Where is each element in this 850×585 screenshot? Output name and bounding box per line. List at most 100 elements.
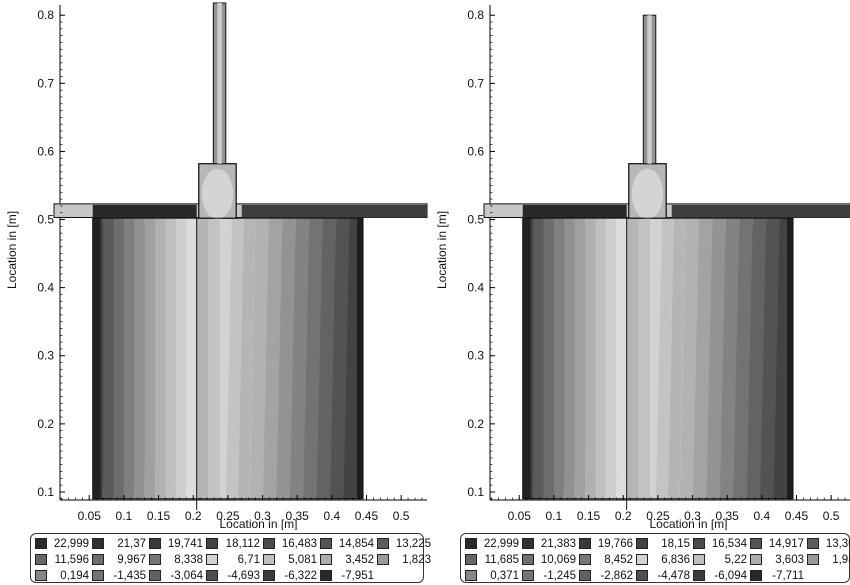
legend-entry: -7,951: [320, 568, 377, 583]
legend-value: -6,322: [284, 569, 317, 582]
field-band-left: [134, 218, 147, 499]
legend-right-grid: 22,999 21,383 19,766 18,15 16,534 14,917 13,30…: [465, 536, 850, 583]
legend-swatch: [579, 554, 591, 565]
field-band-right: [679, 218, 700, 499]
legend-swatch: [92, 554, 104, 565]
x-tick-label: 0.45: [355, 509, 379, 523]
legend-value: -4,478: [657, 569, 690, 582]
field-band-right: [289, 218, 310, 499]
field-band-left: [144, 218, 158, 499]
legend-entry: -3,064: [149, 568, 206, 583]
legend-swatch: [377, 538, 389, 549]
field-band-right: [746, 218, 767, 499]
legend-entry: 0,194: [35, 568, 92, 583]
legend-swatch: [636, 538, 648, 549]
x-tick-label: 0.1: [546, 509, 563, 523]
legend-entry: 16,534: [693, 536, 750, 551]
legend-entry: 3,452: [320, 552, 377, 567]
legend-entry: 16,483: [263, 536, 320, 551]
legend-value: 22,999: [53, 537, 89, 550]
chart-right: 0.1 0.2 0.3 0.4 0.5 0.6 0.7 0.8 0.05 0.1 0.15 0.2 0.…: [435, 5, 850, 530]
legend-swatch: [92, 538, 104, 549]
legend-entry: -1,435: [92, 568, 149, 583]
field-band-right: [303, 218, 323, 499]
field-band-left: [123, 218, 137, 499]
legend-value: 21,383: [540, 537, 576, 550]
y-tick-label: 0.7: [37, 76, 54, 90]
legend-value: -1,435: [113, 569, 146, 582]
y-tick-label: 0.6: [467, 144, 484, 158]
y-tick-label: 0.5: [467, 213, 484, 227]
legend-entry: 14,917: [750, 536, 807, 551]
field-band-left: [616, 218, 629, 499]
y-tick-label: 0.8: [467, 8, 484, 22]
x-tick-label: 0.4: [323, 509, 340, 523]
legend-entry: 18,15: [636, 536, 693, 551]
legend-value: -2,862: [600, 569, 633, 582]
legend-swatch: [320, 538, 332, 549]
right-wall: [357, 218, 364, 499]
legend-swatch: [693, 538, 705, 549]
x-axis-label: Location in [m]: [219, 517, 297, 530]
x-tick-label: 0.05: [508, 509, 532, 523]
legend-entry: 19,741: [149, 536, 206, 551]
legend-entry: 8,452: [579, 552, 636, 567]
field-band-center: [656, 218, 674, 499]
legend-value: -3,064: [170, 569, 203, 582]
legend-value: 16,483: [281, 537, 317, 550]
y-tick-label: 0.8: [37, 8, 54, 22]
top-plate-right: [241, 204, 427, 218]
legend-value: 5,081: [288, 553, 317, 566]
y-tick-label: 0.6: [37, 144, 54, 158]
legend-entry: 1,823: [377, 552, 434, 567]
field-band-left: [585, 218, 598, 499]
x-tick-label: 0.15: [577, 509, 601, 523]
legend-value: 14,917: [768, 537, 804, 550]
x-axis-label: Location in [m]: [649, 517, 727, 530]
field-band-right: [330, 218, 350, 499]
legend-entry: -1,245: [522, 568, 579, 583]
y-tick-label: 0.7: [467, 76, 484, 90]
legend-value: 13,301: [825, 537, 850, 550]
legend-swatch: [206, 570, 218, 581]
field-band-center: [237, 218, 256, 499]
top-plate-left: [92, 204, 197, 218]
x-tick-label: 0.3: [684, 509, 701, 523]
field-band-right: [263, 218, 283, 499]
legend-swatch: [579, 570, 591, 581]
legend-swatch: [522, 554, 534, 565]
legend-swatch: [377, 554, 389, 565]
chart-left: 0.1 0.2 0.3 0.4 0.5 0.6 0.7 0.8 0.05 0.1 0.15 0.2 0.…: [5, 2, 428, 530]
legend-value: 3,452: [345, 553, 374, 566]
x-tick-label: 0.5: [393, 509, 410, 523]
legend-swatch: [35, 570, 47, 581]
legend-swatch: [149, 538, 161, 549]
legend-value: 8,452: [604, 553, 633, 566]
legend-swatch: [465, 554, 477, 565]
legend-swatch: [522, 538, 534, 549]
legend-swatch: [579, 538, 591, 549]
legend-value: 1,823: [402, 553, 431, 566]
legend-entry: 9,967: [92, 552, 149, 567]
field-band-right: [276, 218, 296, 499]
legend-swatch: [263, 554, 275, 565]
legend-entry: -6,094: [693, 568, 750, 583]
legend-entry: -7,711: [750, 568, 807, 583]
legend-entry: -4,693: [206, 568, 263, 583]
legend-value: 19,766: [597, 537, 633, 550]
legend-entry: 22,999: [465, 536, 522, 551]
left-wall: [522, 218, 531, 499]
legend-swatch: [807, 554, 819, 565]
legend-swatch: [263, 538, 275, 549]
legend-swatch: [750, 554, 762, 565]
x-tick-label: 0.05: [78, 509, 102, 523]
legend-swatch: [92, 570, 104, 581]
legend-value: 18,15: [661, 537, 690, 550]
legend-entry: 6,71: [206, 552, 263, 567]
y-tick-label: 0.2: [467, 417, 484, 431]
field-band-left: [155, 218, 168, 499]
x-tick-label: 0.1: [116, 509, 133, 523]
x-tick-label: 0.4: [753, 509, 770, 523]
y-axis-label: Location in [m]: [5, 211, 19, 289]
legend-entry: 8,338: [149, 552, 206, 567]
